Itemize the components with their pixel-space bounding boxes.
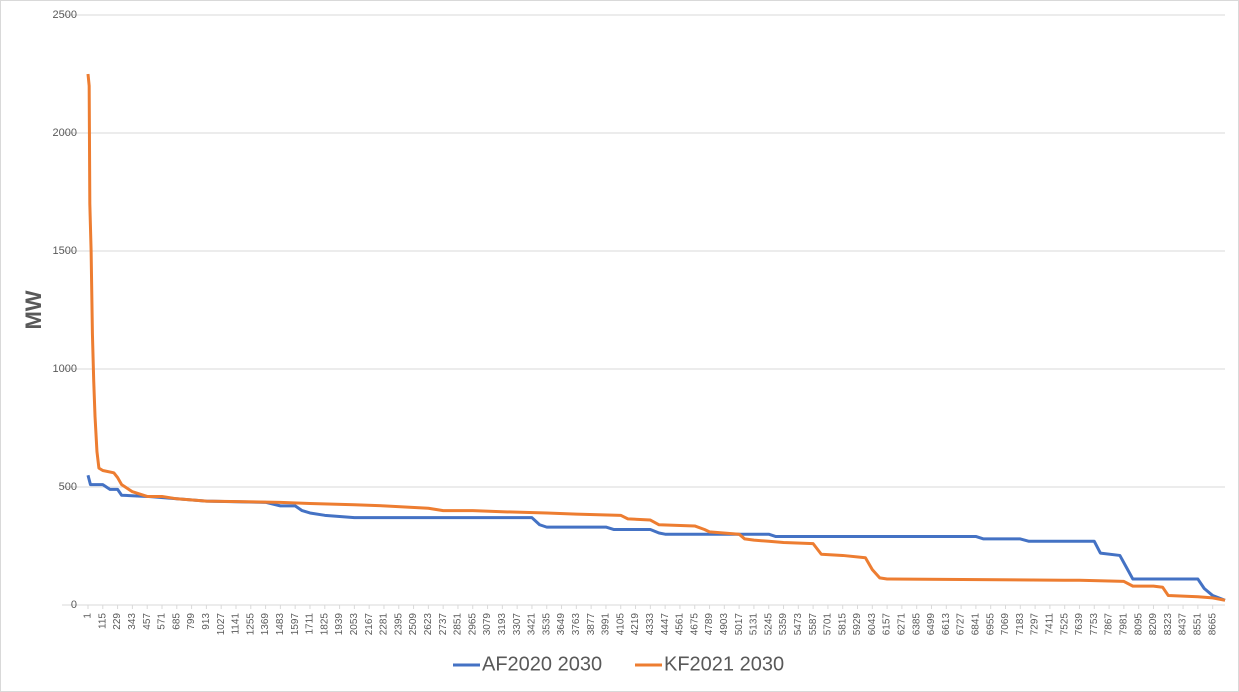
x-tick-label: 7639 xyxy=(1074,613,1085,636)
x-tick-label: 571 xyxy=(157,613,168,630)
x-tick-label: 4105 xyxy=(615,613,626,636)
x-tick-label: 685 xyxy=(171,613,182,630)
y-tick-label: 0 xyxy=(71,599,77,611)
x-tick-label: 7867 xyxy=(1104,613,1115,636)
x-tick-label: 7411 xyxy=(1045,613,1056,635)
x-tick-label: 6841 xyxy=(971,613,982,636)
x-tick-label: 1369 xyxy=(260,613,271,636)
x-tick-label: 7981 xyxy=(1119,613,1130,636)
x-tick-label: 1483 xyxy=(275,613,286,636)
x-tick-label: 1939 xyxy=(334,613,345,636)
x-tick-label: 229 xyxy=(112,613,123,630)
y-tick-label: 1000 xyxy=(53,363,77,375)
x-tick-label: 4219 xyxy=(630,613,641,636)
x-tick-label: 3877 xyxy=(586,613,597,636)
x-tick-label: 8437 xyxy=(1178,613,1189,636)
x-tick-label: 6613 xyxy=(941,613,952,636)
x-tick-label: 4789 xyxy=(704,613,715,636)
x-tick-label: 1 xyxy=(83,613,94,619)
x-tick-label: 6727 xyxy=(956,613,967,636)
x-tick-label: 1027 xyxy=(216,613,227,636)
x-tick-label: 8209 xyxy=(1148,613,1159,636)
x-tick-label: 913 xyxy=(201,613,212,630)
x-tick-label: 1255 xyxy=(245,613,256,636)
x-tick-label: 7525 xyxy=(1059,613,1070,636)
x-tick-label: 5929 xyxy=(852,613,863,636)
x-tick-label: 1597 xyxy=(290,613,301,636)
x-tick-label: 2281 xyxy=(379,613,390,636)
x-tick-label: 457 xyxy=(142,613,153,630)
y-tick-label: 500 xyxy=(59,481,77,493)
x-tick-label: 2737 xyxy=(438,613,449,636)
x-tick-label: 8665 xyxy=(1207,613,1218,636)
legend-label: KF2021 2030 xyxy=(664,653,784,675)
x-tick-label: 2053 xyxy=(349,613,360,636)
x-tick-label: 6271 xyxy=(897,613,908,636)
x-tick-label: 6043 xyxy=(867,613,878,636)
x-tick-label: 4675 xyxy=(689,613,700,636)
x-tick-label: 8551 xyxy=(1193,613,1204,636)
legend-label: AF2020 2030 xyxy=(482,653,602,675)
x-tick-label: 5131 xyxy=(749,613,760,636)
x-tick-label: 3991 xyxy=(601,613,612,636)
x-tick-label: 799 xyxy=(186,613,197,630)
x-tick-label: 115 xyxy=(97,613,108,629)
x-tick-label: 2623 xyxy=(423,613,434,636)
x-tick-label: 3763 xyxy=(571,613,582,636)
x-tick-label: 8323 xyxy=(1163,613,1174,636)
x-tick-label: 2851 xyxy=(453,613,464,636)
x-tick-label: 5587 xyxy=(808,613,819,636)
x-tick-label: 3079 xyxy=(482,613,493,636)
x-tick-label: 3649 xyxy=(556,613,567,636)
x-tick-label: 5701 xyxy=(823,613,834,636)
x-tick-label: 7069 xyxy=(1000,613,1011,636)
x-tick-label: 4903 xyxy=(719,613,730,636)
x-tick-label: 4447 xyxy=(660,613,671,636)
x-tick-label: 343 xyxy=(127,613,138,630)
x-tick-label: 3535 xyxy=(541,613,552,636)
x-tick-label: 5017 xyxy=(734,613,745,636)
x-tick-label: 8095 xyxy=(1133,613,1144,636)
x-tick-label: 1711 xyxy=(305,613,316,635)
x-tick-label: 6385 xyxy=(911,613,922,636)
y-axis-title: MW xyxy=(21,290,46,329)
x-tick-label: 5815 xyxy=(837,613,848,636)
x-tick-label: 7183 xyxy=(1015,613,1026,636)
x-tick-label: 3421 xyxy=(527,613,538,636)
y-tick-label: 2500 xyxy=(53,9,77,21)
x-tick-label: 7753 xyxy=(1089,613,1100,636)
x-tick-label: 5359 xyxy=(778,613,789,636)
x-tick-label: 5245 xyxy=(763,613,774,636)
x-tick-label: 4561 xyxy=(675,613,686,636)
x-tick-label: 6499 xyxy=(926,613,937,636)
x-tick-label: 6955 xyxy=(985,613,996,636)
x-tick-label: 2395 xyxy=(393,613,404,636)
x-tick-label: 1825 xyxy=(319,613,330,636)
x-tick-label: 2965 xyxy=(467,613,478,636)
x-tick-label: 1141 xyxy=(231,613,242,635)
series-line xyxy=(86,73,1226,602)
x-tick-label: 4333 xyxy=(645,613,656,636)
x-tick-label: 6157 xyxy=(882,613,893,636)
y-tick-label: 2000 xyxy=(53,127,77,139)
y-tick-label: 1500 xyxy=(53,245,77,257)
x-tick-label: 2509 xyxy=(408,613,419,636)
x-tick-label: 5473 xyxy=(793,613,804,636)
x-tick-label: 7297 xyxy=(1030,613,1041,636)
x-tick-label: 3193 xyxy=(497,613,508,636)
x-tick-label: 2167 xyxy=(364,613,375,636)
x-tick-label: 3307 xyxy=(512,613,523,636)
